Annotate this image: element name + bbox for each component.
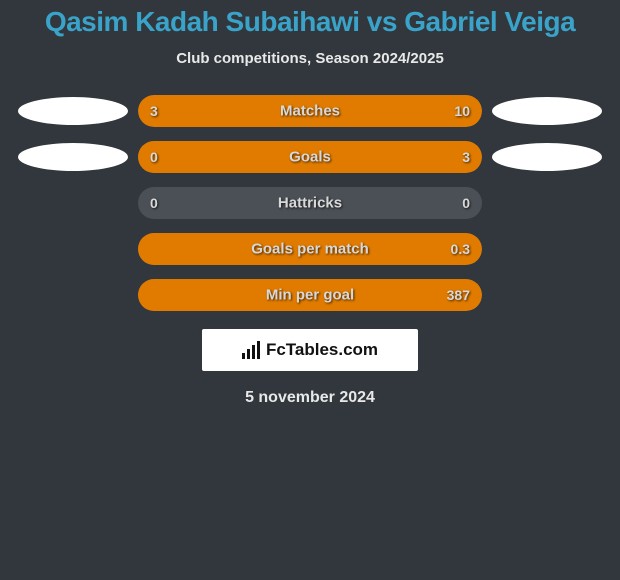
spacer <box>492 281 602 309</box>
stat-left-value: 0 <box>150 149 158 165</box>
stat-bar: 0.3 Goals per match <box>138 233 482 265</box>
spacer <box>18 189 128 217</box>
spacer <box>492 235 602 263</box>
club-badge-left <box>18 97 128 125</box>
spacer <box>492 189 602 217</box>
stat-left-value: 3 <box>150 103 158 119</box>
stat-bar: 3 10 Matches <box>138 95 482 127</box>
brand-text: FcTables.com <box>266 340 378 360</box>
spacer <box>18 235 128 263</box>
stat-row: 0.3 Goals per match <box>0 233 620 265</box>
stat-right-value: 387 <box>447 287 470 303</box>
stat-label: Goals <box>289 149 331 166</box>
stat-right-value: 10 <box>454 103 470 119</box>
stat-label: Goals per match <box>251 241 369 258</box>
subtitle: Club competitions, Season 2024/2025 <box>0 50 620 67</box>
stat-right-value: 0.3 <box>451 241 470 257</box>
bar-right-fill <box>217 95 482 127</box>
page-title: Qasim Kadah Subaihawi vs Gabriel Veiga <box>0 6 620 38</box>
stat-label: Matches <box>280 103 340 120</box>
stat-left-value: 0 <box>150 195 158 211</box>
stat-bar: 0 3 Goals <box>138 141 482 173</box>
club-badge-right <box>492 143 602 171</box>
stat-row: 0 3 Goals <box>0 141 620 173</box>
brand-box: FcTables.com <box>202 329 418 371</box>
stat-bar: 387 Min per goal <box>138 279 482 311</box>
stat-bar: 0 0 Hattricks <box>138 187 482 219</box>
stat-label: Min per goal <box>266 287 354 304</box>
stat-row: 3 10 Matches <box>0 95 620 127</box>
stats-rows: 3 10 Matches 0 3 Goals 0 0 Hattricks 0.3 Goals per… <box>0 95 620 311</box>
stat-row: 387 Min per goal <box>0 279 620 311</box>
stat-label: Hattricks <box>278 195 342 212</box>
spacer <box>18 281 128 309</box>
stat-row: 0 0 Hattricks <box>0 187 620 219</box>
stat-right-value: 3 <box>462 149 470 165</box>
club-badge-right <box>492 97 602 125</box>
club-badge-left <box>18 143 128 171</box>
chart-bars-icon <box>242 341 260 359</box>
comparison-panel: Qasim Kadah Subaihawi vs Gabriel Veiga C… <box>0 0 620 580</box>
stat-right-value: 0 <box>462 195 470 211</box>
date-line: 5 november 2024 <box>0 389 620 407</box>
